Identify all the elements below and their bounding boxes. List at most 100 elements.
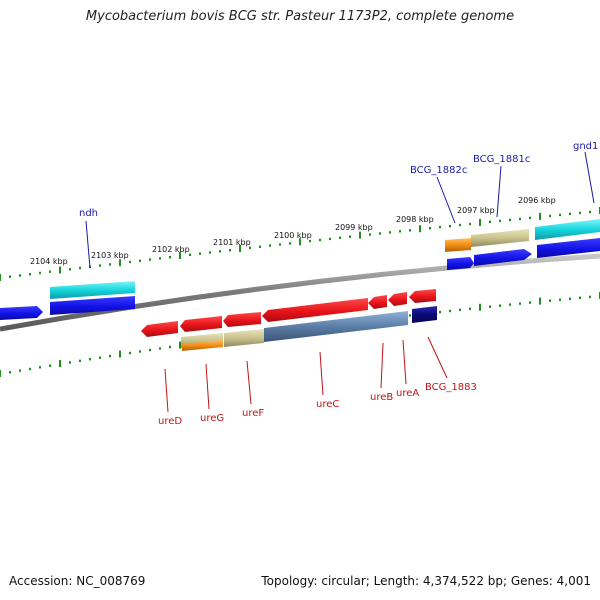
kbp-label: 2102 kbp: [152, 245, 190, 254]
accession-text: Accession: NC_008769: [9, 574, 146, 588]
ruler-dot: [369, 233, 371, 236]
kbp-label: 2098 kbp: [396, 215, 434, 224]
gene-bar-bcg1882c: [445, 238, 471, 252]
ruler-tick: [419, 225, 421, 233]
map-title: Mycobacterium bovis BCG str. Pasteur 117…: [85, 9, 515, 24]
ruler-dot: [109, 354, 111, 358]
gene-bar-bcg1883: [412, 306, 437, 323]
cds-arrow-ureb: [368, 295, 387, 309]
gene-label-urec: ureC: [316, 399, 339, 410]
label-leaders-bottom: [164, 336, 448, 413]
ruler-tick: [539, 212, 541, 220]
kbp-label: 2097 kbp: [457, 206, 495, 215]
ruler-dot: [559, 298, 561, 301]
ruler-dot: [549, 299, 551, 302]
gene-arrow-reverse: [0, 306, 43, 320]
genome-backbone: [0, 253, 600, 332]
ruler-dot: [209, 251, 211, 254]
ruler-tick: [479, 219, 481, 226]
gene-label-bcg1883: BCG_1883: [425, 382, 477, 393]
ruler-dot: [509, 303, 511, 306]
gene-bar-uref: [224, 329, 264, 347]
label-leaders-top: [85, 151, 595, 269]
ruler-dot: [389, 231, 391, 234]
ruler-tick: [479, 303, 481, 311]
ruler-dot: [19, 274, 21, 277]
ruler-dot: [229, 249, 231, 252]
ruler-dot: [529, 216, 531, 220]
gene-label-uref: ureF: [242, 408, 264, 419]
ruler-dot: [139, 259, 141, 262]
ruler-dot: [49, 270, 51, 273]
ruler-dot: [439, 225, 441, 229]
ruler-dot: [459, 223, 461, 227]
ruler-dot: [589, 295, 591, 299]
gene-bar-ured-orange: [182, 340, 223, 351]
ruler-tick: [299, 238, 301, 246]
ruler-dot: [529, 301, 531, 304]
reverse-strand-features: [0, 219, 600, 320]
ruler-dot: [579, 296, 581, 299]
ruler-dot: [569, 297, 571, 300]
ruler-dot: [409, 229, 411, 232]
ruler-dot: [19, 369, 21, 372]
ruler-dot: [249, 246, 251, 250]
kbp-label: 2103 kbp: [91, 251, 129, 260]
ruler-dot: [149, 348, 151, 352]
cds-arrow-bcg1883: [409, 289, 436, 303]
ruler-dot: [189, 253, 191, 256]
ruler-tick: [539, 297, 541, 305]
ruler-dot: [319, 238, 321, 242]
gene-label-bcg1882c: BCG_1882c: [410, 165, 467, 176]
cds-arrow-ured: [141, 321, 178, 337]
gene-label-gnd1: gnd1: [573, 141, 598, 152]
cds-arrow-urec: [262, 298, 368, 322]
ruler-dot: [469, 222, 471, 226]
gene-labels-top: ndh BCG_1882c BCG_1881c gnd1: [79, 141, 598, 219]
ruler-dot: [399, 230, 401, 233]
gene-label-ureg: ureG: [200, 413, 224, 424]
gene-label-ndh: ndh: [79, 208, 98, 219]
ruler-dot: [349, 235, 351, 238]
cds-arrow-ureg: [180, 316, 222, 332]
ruler-dot: [69, 268, 71, 271]
gene-labels-bottom: ureD ureG ureF ureC ureB ureA BCG_1883: [158, 382, 477, 427]
ruler-dot: [149, 258, 151, 261]
ruler-tick: [119, 259, 121, 267]
ruler-dot: [429, 227, 431, 230]
ruler-dot: [499, 219, 501, 223]
ruler-dot: [449, 224, 451, 228]
ruler-dot: [9, 371, 11, 374]
topology-text: Topology: circular; Length: 4,374,522 bp…: [261, 574, 591, 588]
ruler-dot: [379, 232, 381, 235]
ruler-dot: [589, 210, 591, 214]
ruler-dot: [49, 364, 51, 367]
gene-label-ured: ureD: [158, 416, 182, 427]
cds-arrow-urea: [388, 292, 407, 306]
ruler-dot: [489, 220, 491, 224]
ruler-tick: [0, 370, 1, 377]
ruler-dot: [309, 239, 311, 243]
gene-label-bcg1881c: BCG_1881c: [473, 154, 530, 165]
ruler-dot: [169, 345, 171, 349]
ruler-dot: [39, 271, 41, 275]
ruler-dot: [9, 275, 11, 278]
ruler-dot: [139, 350, 141, 353]
ruler-dot: [99, 264, 101, 267]
ruler-dot: [129, 351, 131, 355]
ruler-dot: [69, 361, 71, 364]
ruler-dot: [159, 347, 161, 350]
ruler-dot: [279, 243, 281, 246]
ruler-dot: [289, 242, 291, 245]
ruler-dot: [329, 237, 331, 241]
gene-label-ureb: ureB: [370, 392, 393, 403]
ruler-dot: [269, 244, 271, 247]
gene-bar-urec: [264, 311, 408, 342]
ruler-dot: [129, 260, 131, 264]
kbp-label: 2104 kbp: [30, 257, 68, 266]
ruler-dot: [159, 257, 161, 260]
forward-strand-features: [141, 289, 437, 351]
ruler-dot: [99, 356, 101, 359]
cds-arrow-uref: [223, 312, 261, 327]
